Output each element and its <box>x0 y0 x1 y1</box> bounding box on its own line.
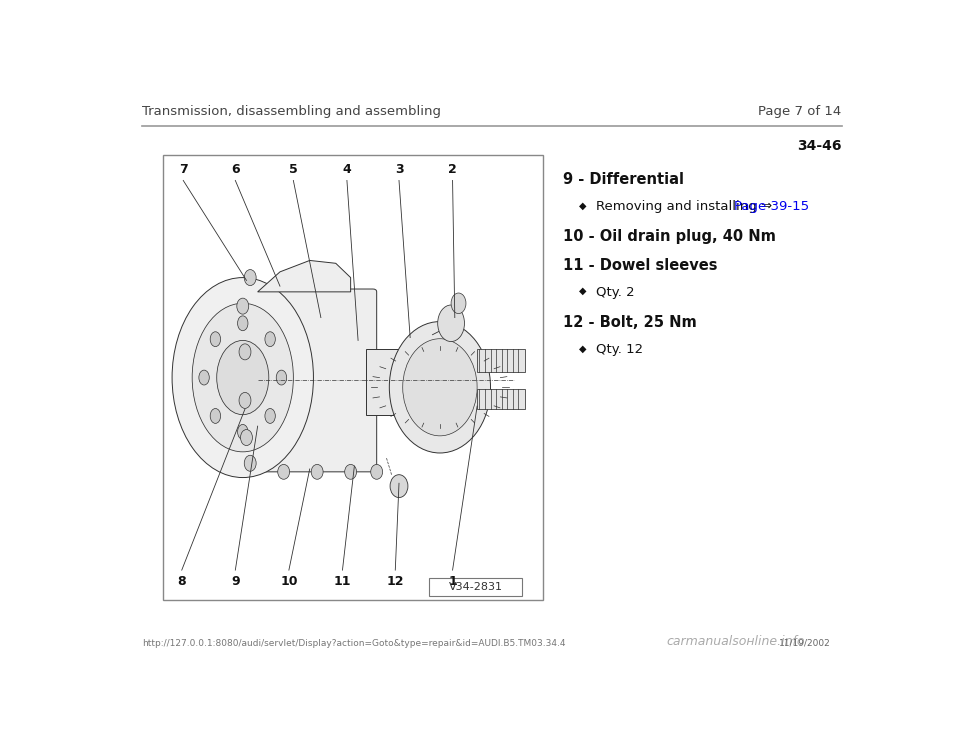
Text: 11: 11 <box>334 574 351 588</box>
Text: ◆: ◆ <box>579 344 587 353</box>
Ellipse shape <box>390 321 491 453</box>
Ellipse shape <box>192 303 294 452</box>
Ellipse shape <box>265 409 276 424</box>
Ellipse shape <box>277 464 290 479</box>
Ellipse shape <box>276 370 287 385</box>
Text: Removing and installing ⇒: Removing and installing ⇒ <box>596 200 777 214</box>
Ellipse shape <box>239 344 251 360</box>
Ellipse shape <box>345 464 356 479</box>
Text: Qty. 12: Qty. 12 <box>596 344 643 356</box>
Text: 8: 8 <box>178 574 186 588</box>
Ellipse shape <box>311 464 324 479</box>
Ellipse shape <box>199 370 209 385</box>
Text: http://127.0.0.1:8080/audi/servlet/Display?action=Goto&type=repair&id=AUDI.B5.TM: http://127.0.0.1:8080/audi/servlet/Displ… <box>142 639 565 648</box>
Ellipse shape <box>390 475 408 498</box>
Text: 12: 12 <box>387 574 404 588</box>
Text: 3: 3 <box>395 163 403 176</box>
FancyBboxPatch shape <box>253 289 376 472</box>
Ellipse shape <box>438 305 465 341</box>
Text: Page 7 of 14: Page 7 of 14 <box>758 105 842 118</box>
Text: Qty. 2: Qty. 2 <box>596 286 635 299</box>
Ellipse shape <box>237 298 249 314</box>
Text: 2: 2 <box>448 163 457 176</box>
FancyBboxPatch shape <box>366 349 463 415</box>
Ellipse shape <box>371 464 383 479</box>
Text: 4: 4 <box>343 163 351 176</box>
Polygon shape <box>257 260 350 292</box>
FancyBboxPatch shape <box>429 577 522 597</box>
Text: Page 39-15: Page 39-15 <box>733 200 809 214</box>
Text: 11 - Dowel sleeves: 11 - Dowel sleeves <box>563 257 717 272</box>
FancyBboxPatch shape <box>163 155 542 600</box>
Text: 7: 7 <box>179 163 187 176</box>
Text: 9 - Differential: 9 - Differential <box>563 172 684 187</box>
Text: 5: 5 <box>289 163 298 176</box>
Ellipse shape <box>451 293 466 314</box>
Ellipse shape <box>239 393 251 408</box>
Ellipse shape <box>244 269 256 286</box>
Text: carmanualsонline.info: carmanualsонline.info <box>667 635 805 648</box>
Text: V34-2831: V34-2831 <box>448 582 503 592</box>
Text: 10: 10 <box>280 574 298 588</box>
Text: Transmission, disassembling and assembling: Transmission, disassembling and assembli… <box>142 105 442 118</box>
Text: 34-46: 34-46 <box>797 139 842 154</box>
Ellipse shape <box>241 430 252 445</box>
FancyBboxPatch shape <box>477 389 525 409</box>
Text: 1: 1 <box>448 574 457 588</box>
Text: 11/19/2002: 11/19/2002 <box>779 639 830 648</box>
Text: 10 - Oil drain plug, 40 Nm: 10 - Oil drain plug, 40 Nm <box>563 229 776 244</box>
Ellipse shape <box>210 332 221 347</box>
Ellipse shape <box>265 332 276 347</box>
Text: 12 - Bolt, 25 Nm: 12 - Bolt, 25 Nm <box>563 315 696 329</box>
Text: ◆: ◆ <box>579 286 587 296</box>
Ellipse shape <box>244 456 256 471</box>
Ellipse shape <box>403 338 477 436</box>
Ellipse shape <box>210 409 221 424</box>
Ellipse shape <box>172 278 314 478</box>
Ellipse shape <box>237 424 248 439</box>
Text: 6: 6 <box>231 163 240 176</box>
Text: ◆: ◆ <box>579 200 587 211</box>
FancyBboxPatch shape <box>477 349 525 372</box>
Ellipse shape <box>237 316 248 331</box>
Text: 9: 9 <box>231 574 240 588</box>
Ellipse shape <box>217 341 269 415</box>
